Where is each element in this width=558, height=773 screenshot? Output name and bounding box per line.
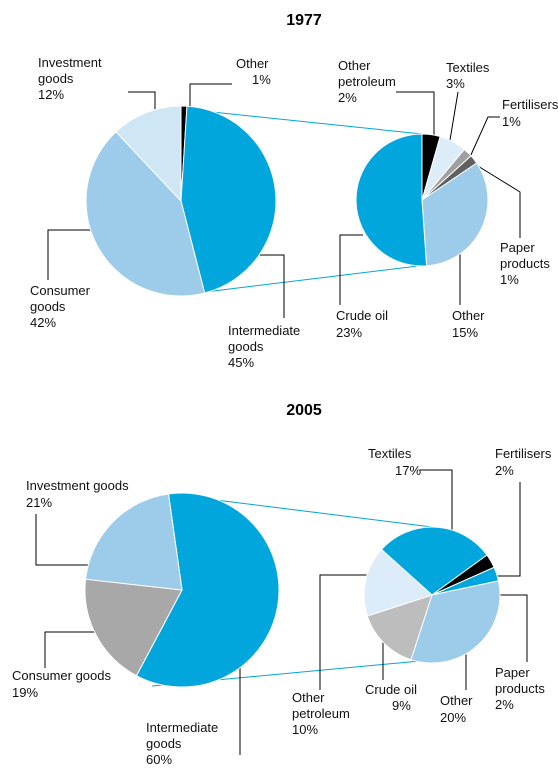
- leader: [499, 594, 528, 662]
- slice-value: 12%: [38, 87, 65, 102]
- slice-label: Paper products: [500, 240, 550, 271]
- slice-label: Paper products: [495, 665, 545, 696]
- slice-value: 19%: [12, 685, 39, 700]
- pie-slice: [355, 133, 428, 267]
- pie-slice: [410, 580, 501, 664]
- pie-slice: [380, 526, 488, 596]
- slice-value: 9%: [392, 698, 411, 713]
- pie-slice: [85, 493, 183, 591]
- slice-value: 23%: [336, 325, 363, 340]
- connector: [196, 264, 427, 294]
- slice-value: 1%: [500, 272, 519, 287]
- pie-slice: [421, 162, 489, 267]
- pie-slice: [363, 548, 433, 617]
- slice-value: 45%: [228, 355, 255, 370]
- slice-label: Other: [236, 56, 269, 71]
- leader: [472, 162, 521, 238]
- leader: [319, 574, 372, 690]
- slice-value: 15%: [452, 325, 479, 340]
- slice-label: Other petroleum: [338, 58, 396, 89]
- slice-value: 2%: [495, 697, 514, 712]
- chart-title: 2005: [286, 402, 322, 419]
- slice-label: Intermediate goods: [146, 720, 219, 751]
- slice-value: 17%: [395, 463, 422, 478]
- leader: [497, 482, 521, 577]
- slice-value: 1%: [502, 114, 521, 129]
- pie-slice: [85, 131, 206, 297]
- leader: [44, 631, 96, 668]
- leader: [420, 469, 453, 530]
- slice-value: 3%: [446, 76, 465, 91]
- slice-value: 60%: [146, 752, 173, 767]
- pie-slice: [180, 105, 277, 294]
- slice-value: 21%: [26, 495, 53, 510]
- slice-value: 42%: [30, 315, 57, 330]
- slice-label: Consumer goods: [12, 668, 111, 683]
- slice-label: Consumer goods: [30, 283, 90, 314]
- slice-label: Investment goods: [38, 55, 102, 86]
- slice-value: 1%: [252, 72, 271, 87]
- slice-label: Other: [440, 693, 473, 708]
- slice-label: Other: [452, 308, 485, 323]
- slice-label: Textiles: [446, 60, 490, 75]
- slice-label: Textiles: [368, 446, 412, 461]
- pie-slice: [115, 105, 182, 203]
- slice-label: Investment goods: [26, 478, 129, 493]
- slice-value: 10%: [292, 722, 319, 737]
- leader: [189, 83, 232, 108]
- connector: [192, 109, 423, 135]
- pie-slice: [135, 492, 280, 688]
- slice-label: Crude oil: [365, 682, 418, 697]
- leader: [128, 91, 156, 113]
- slice-label: Fertilisers: [502, 97, 558, 112]
- slice-label: Other petroleum: [292, 690, 350, 721]
- slice-label: Crude oil: [336, 308, 389, 323]
- leader: [47, 229, 92, 280]
- leader: [239, 661, 248, 755]
- slice-label: Intermediate goods: [228, 323, 301, 354]
- leader: [339, 234, 363, 305]
- leader: [35, 514, 88, 566]
- slice-value: 20%: [440, 710, 467, 725]
- leader: [469, 116, 500, 158]
- slice-label: Fertilisers: [495, 446, 552, 461]
- slice-value: 2%: [495, 463, 514, 478]
- leader: [448, 91, 459, 147]
- leader: [396, 91, 435, 140]
- leader: [255, 254, 285, 318]
- pie-slice: [84, 578, 183, 677]
- chart-title: 1977: [286, 12, 322, 29]
- slice-value: 2%: [338, 90, 357, 105]
